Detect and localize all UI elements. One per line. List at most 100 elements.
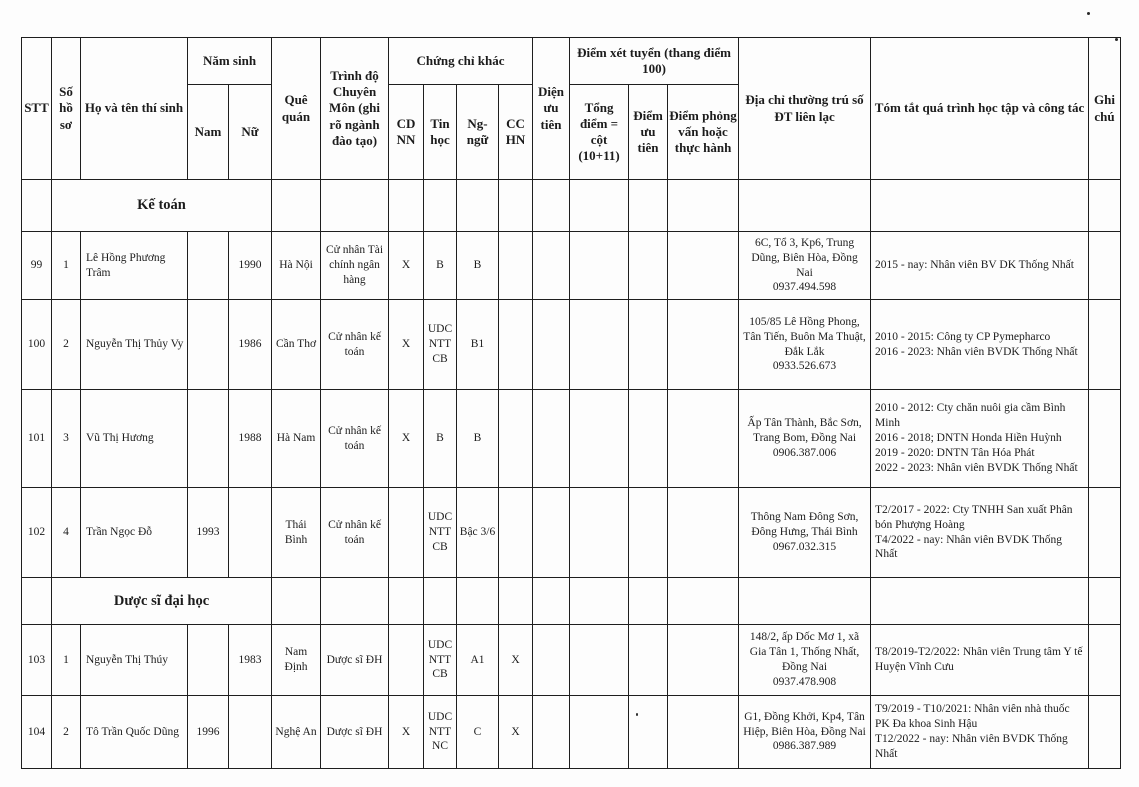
cell-cchn (498, 577, 534, 625)
cell-stt: 100 (21, 299, 52, 390)
col-header-trinh-do: Trình độ Chuyên Môn (ghi rõ ngành đào tạ… (320, 37, 390, 180)
cell-dien-uu-tien (532, 624, 571, 696)
cell-so-ho-so: 2 (51, 299, 81, 390)
cell-cdnn: X (388, 695, 425, 769)
cell-que-quan: Cần Thơ (271, 299, 322, 390)
cell-dien-uu-tien (532, 231, 571, 300)
cell-cdnn: X (388, 231, 425, 300)
cell-dia-chi (738, 179, 872, 232)
cell-nam-sinh-nam (187, 231, 229, 300)
cell-so-ho-so: 1 (51, 624, 81, 696)
cell-tin-hoc: UDC NTT CB (423, 487, 458, 578)
cell-ghi-chu (1088, 695, 1122, 769)
cell-trinh-do: Cử nhân Tài chính ngân hàng (320, 231, 390, 300)
cell-cchn (498, 231, 534, 300)
candidates-table: STT Số hồ sơ Họ và tên thí sinh Năm sinh… (21, 37, 1122, 769)
cell-ghi-chu (1088, 299, 1122, 390)
cell-nam-sinh-nu: 1986 (227, 299, 273, 390)
cell-diem-uu-tien (628, 179, 669, 232)
cell-ghi-chu (1088, 231, 1122, 300)
cell-tong-diem (569, 577, 630, 625)
cell-tong-diem (569, 231, 630, 300)
cell-cchn: X (498, 624, 534, 696)
cell-nam-sinh-nam (187, 299, 229, 390)
cell-tin-hoc (423, 577, 458, 625)
table-row: 104 2 Tô Trần Quốc Dũng 1996 Nghệ An Dược sĩ … (21, 695, 1122, 769)
cell-tin-hoc: UDC NTT NC (423, 695, 458, 769)
col-header-diem-xet-tuyen: Điểm xét tuyển (thang điểm 100) (569, 37, 740, 85)
cell-nam-sinh-nu: 1990 (227, 231, 273, 300)
cell-tong-diem (569, 624, 630, 696)
cell-ho-ten: Nguyễn Thị Thủy Vy (80, 299, 188, 390)
cell-diem-uu-tien (628, 299, 669, 390)
cell-cdnn (388, 577, 425, 625)
cell-tong-diem (569, 179, 630, 232)
cell-que-quan: Hà Nội (271, 231, 322, 300)
cell-dien-uu-tien (532, 577, 571, 625)
cell-ho-ten: Trần Ngọc Đỗ (80, 487, 188, 578)
cell-ng-ngu: A1 (456, 624, 500, 696)
cell-ho-ten: Lê Hồng Phương Trâm (80, 231, 188, 300)
cell-nam-sinh-nu: 1983 (227, 624, 273, 696)
table-row: 103 1 Nguyễn Thị Thúy 1983 Nam Định Dược sĩ Đ… (21, 624, 1122, 696)
cell-tong-diem (569, 695, 630, 769)
cell-nam-sinh-nam: 1993 (187, 487, 229, 578)
cell-dien-uu-tien (532, 179, 571, 232)
cell-tong-diem (569, 299, 630, 390)
cell-dia-chi: 105/85 Lê Hồng Phong, Tân Tiến, Buôn Ma … (738, 299, 872, 390)
scan-speck (1087, 12, 1090, 15)
cell-diem-uu-tien (628, 231, 669, 300)
cell-stt: 102 (21, 487, 52, 578)
cell-cchn (498, 487, 534, 578)
cell-diem-phong-van (667, 179, 740, 232)
cell-diem-uu-tien (628, 695, 669, 769)
section-row: Dược sĩ đại học (21, 577, 1122, 625)
header-row-top: STT Số hồ sơ Họ và tên thí sinh Năm sinh… (21, 37, 1122, 180)
col-header-nam-sinh: Năm sinh (186, 37, 273, 85)
cell-stt: 99 (21, 231, 52, 300)
cell-dia-chi: G1, Đồng Khởi, Kp4, Tân Hiệp, Biên Hòa, … (738, 695, 872, 769)
cell-tom-tat: 2015 - nay: Nhân viên BV DK Thống Nhất (870, 231, 1090, 300)
cell-tom-tat: 2010 - 2015: Công ty CP Pymepharco 2016 … (870, 299, 1090, 390)
cell-trinh-do: Cử nhân kế toán (320, 299, 390, 390)
cell-tin-hoc: B (423, 231, 458, 300)
cell-diem-phong-van (667, 389, 740, 488)
cell-ng-ngu: B1 (456, 299, 500, 390)
cell-ghi-chu (1088, 487, 1122, 578)
cell-trinh-do: Cử nhân kế toán (320, 389, 390, 488)
cell-ng-ngu (456, 577, 500, 625)
cell-trinh-do (320, 179, 390, 232)
cell-cdnn (388, 487, 425, 578)
cell-nam-sinh-nam: 1996 (187, 695, 229, 769)
cell-trinh-do: Dược sĩ ĐH (320, 695, 390, 769)
cell-stt: 101 (21, 389, 52, 488)
cell-so-ho-so: 4 (51, 487, 81, 578)
cell-trinh-do: Dược sĩ ĐH (320, 624, 390, 696)
col-header-dia-chi: Địa chỉ thường trú số ĐT liên lạc (738, 37, 872, 180)
col-header-cchn: CC HN (498, 84, 534, 180)
cell-tom-tat: T9/2019 - T10/2021: Nhân viên nhà thuốc … (870, 695, 1090, 769)
cell-ho-ten: Nguyễn Thị Thúy (80, 624, 188, 696)
table-body: Kế toán 99 1 Lê Hồng Phương Trâm 1990 Hà Nội C… (21, 179, 1122, 769)
cell-diem-uu-tien (628, 577, 669, 625)
cell-ng-ngu: B (456, 389, 500, 488)
col-header-tin-hoc: Tin học (423, 84, 458, 180)
cell-so-ho-so: 3 (51, 389, 81, 488)
col-header-diem-uu-tien: Điểm ưu tiên (628, 84, 669, 180)
section-title: Dược sĩ đại học (50, 577, 273, 625)
section-title: Kế toán (50, 179, 273, 232)
cell-cdnn (388, 179, 425, 232)
table-row: 102 4 Trần Ngọc Đỗ 1993 Thái Bình Cử nhân kế … (21, 487, 1122, 578)
cell-trinh-do (320, 577, 390, 625)
cell-dien-uu-tien (532, 389, 571, 488)
cell-diem-phong-van (667, 695, 740, 769)
cell-nam-sinh-nu: 1988 (227, 389, 273, 488)
cell-tong-diem (569, 487, 630, 578)
cell-ho-ten: Vũ Thị Hương (80, 389, 188, 488)
col-header-so-ho-so: Số hồ sơ (51, 37, 81, 180)
cell-cdnn: X (388, 389, 425, 488)
cell-dia-chi (738, 577, 872, 625)
cell-stt (21, 179, 52, 232)
cell-cchn (498, 299, 534, 390)
cell-que-quan (271, 577, 322, 625)
